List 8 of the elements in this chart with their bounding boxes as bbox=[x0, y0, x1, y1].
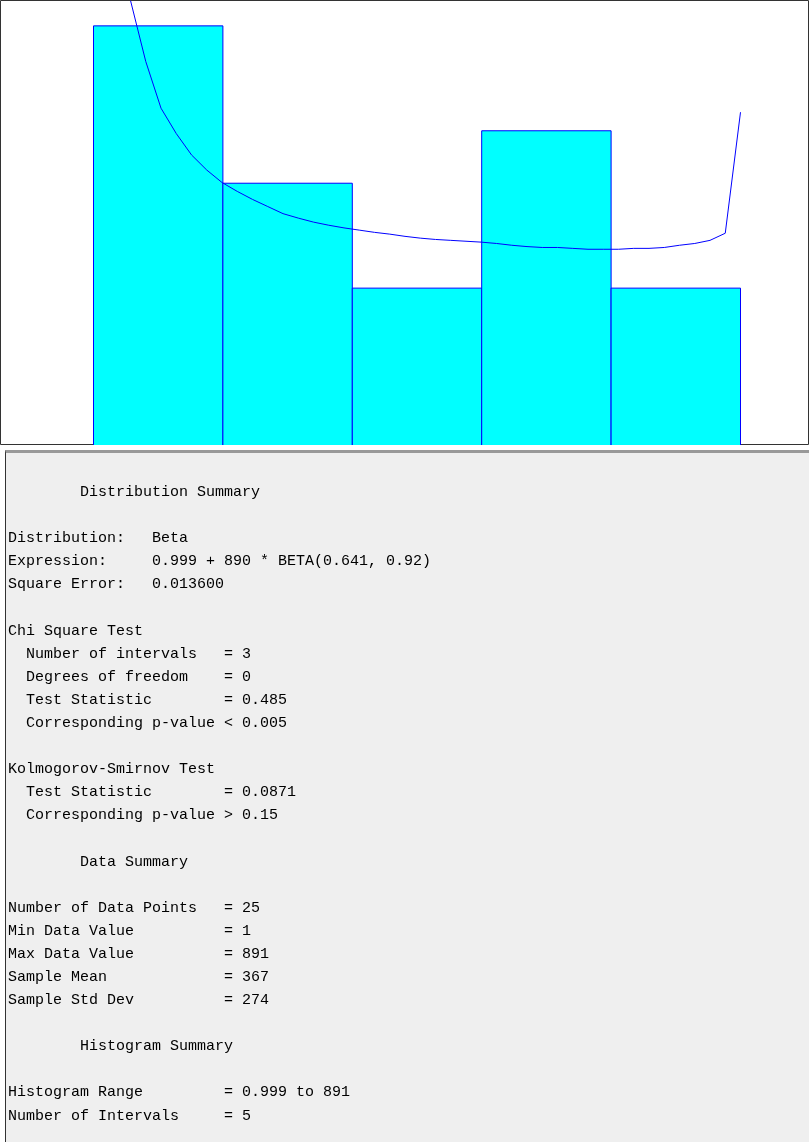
text: Histogram Range = 0.999 to 891 Number of Intervals = 5 bbox=[8, 1084, 351, 1125]
text: Data Summary bbox=[80, 853, 189, 871]
text: Chi Square Test Number of intervals = 3 Degrees of freedom = 0 Test Statistic = 0.485 Corresponding p-value < 0.005 bbox=[8, 622, 288, 732]
text: Number of Data Points = 25 Min Data Value = 1 Max Data Value = 891 Sample Mean = 367 Sample Std Dev = 274 bbox=[8, 899, 270, 1010]
text: Distribution: Beta Expression: 0.999 + 890 * BETA(0.641, 0.92) Square Error: 0.013600 bbox=[8, 530, 432, 594]
text: Distribution Summary bbox=[80, 484, 261, 501]
text: Kolmogorov-Smirnov Test Test Statistic = 0.0871 Corresponding p-value > 0.15 bbox=[8, 761, 297, 825]
text: Histogram Summary bbox=[80, 1038, 234, 1056]
